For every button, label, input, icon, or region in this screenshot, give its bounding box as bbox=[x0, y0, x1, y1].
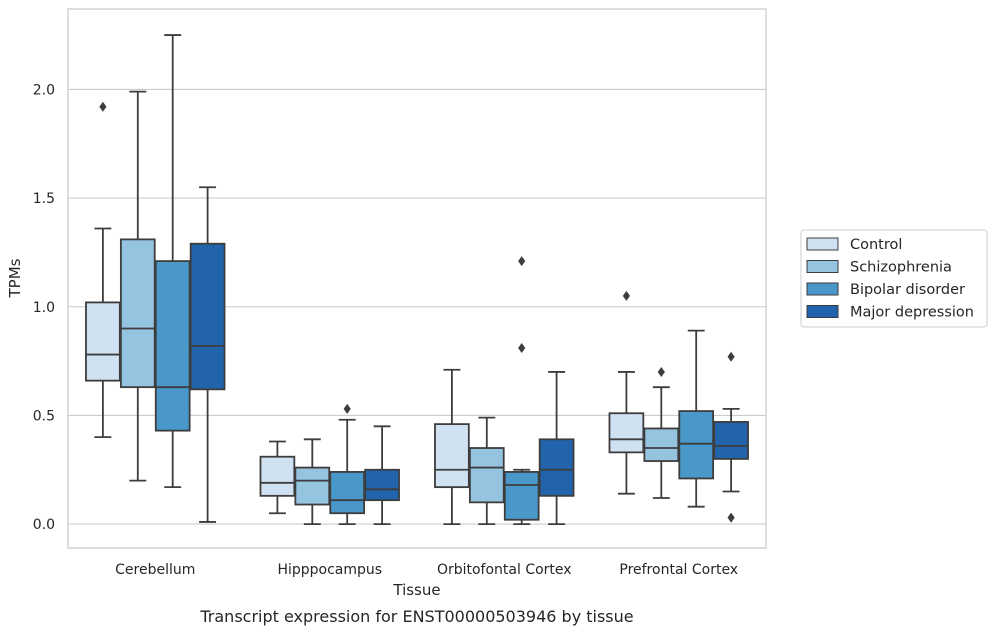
box-group bbox=[294, 438, 331, 525]
box-group bbox=[468, 416, 505, 525]
legend: Control Schizophrenia Bipolar disorder Majo… bbox=[800, 229, 988, 328]
box-group bbox=[154, 34, 191, 489]
x-tick-label: Orbitofontal Cortex bbox=[437, 562, 572, 578]
box bbox=[259, 455, 296, 497]
outlier-point bbox=[518, 256, 526, 267]
box bbox=[503, 471, 540, 521]
box-group bbox=[678, 329, 715, 508]
chart-caption: Transcript expression for ENST0000050394… bbox=[199, 607, 633, 626]
box-group bbox=[329, 403, 366, 525]
outlier-point bbox=[622, 290, 630, 301]
y-tick-label: 1.0 bbox=[33, 300, 55, 316]
y-axis-ticks: 0.0 0.5 1.0 1.5 2.0 bbox=[33, 82, 55, 533]
box bbox=[364, 468, 400, 502]
legend-swatch bbox=[806, 282, 839, 296]
box bbox=[434, 423, 470, 489]
y-tick-label: 1.5 bbox=[33, 191, 55, 207]
outlier-point bbox=[727, 351, 735, 362]
legend-label: Schizophrenia bbox=[850, 260, 952, 276]
y-tick-label: 0.0 bbox=[33, 517, 55, 533]
box bbox=[643, 427, 680, 462]
box-group bbox=[434, 368, 470, 525]
legend-label: Major depression bbox=[850, 305, 974, 321]
box-group bbox=[643, 366, 680, 499]
box-group bbox=[189, 186, 226, 523]
y-tick-label: 0.5 bbox=[33, 408, 55, 424]
legend-swatch bbox=[806, 260, 839, 273]
box bbox=[154, 260, 191, 432]
x-axis-label: Tissue bbox=[392, 581, 440, 599]
outlier-point bbox=[518, 343, 526, 354]
box bbox=[85, 301, 121, 382]
box bbox=[119, 238, 156, 389]
box bbox=[468, 447, 505, 504]
plot-area-frame bbox=[67, 8, 767, 549]
box-group bbox=[538, 371, 575, 525]
box bbox=[294, 466, 331, 506]
x-tick-label: Prefrontal Cortex bbox=[619, 562, 738, 578]
box bbox=[189, 242, 226, 391]
outlier-point bbox=[727, 512, 735, 523]
box-layer bbox=[85, 34, 749, 525]
legend-label: Control bbox=[850, 237, 902, 253]
outlier-point bbox=[657, 366, 665, 377]
x-axis-ticks: Cerebellum Hipppocampus Orbitofontal Corte… bbox=[115, 562, 738, 578]
box bbox=[678, 410, 715, 480]
box bbox=[713, 421, 749, 460]
x-tick-label: Cerebellum bbox=[115, 562, 195, 578]
box-group bbox=[85, 101, 121, 439]
legend-swatch bbox=[806, 305, 839, 318]
box-group bbox=[119, 90, 156, 482]
outlier-point bbox=[99, 101, 107, 112]
outlier-point bbox=[343, 403, 351, 414]
x-tick-label: Hipppocampus bbox=[277, 562, 382, 578]
y-tick-label: 2.0 bbox=[33, 82, 55, 98]
box-group bbox=[608, 290, 645, 495]
y-axis-label: TPMs bbox=[6, 258, 24, 298]
box bbox=[329, 471, 366, 515]
legend-label: Bipolar disorder bbox=[850, 282, 965, 298]
box bbox=[608, 412, 645, 454]
box-group bbox=[713, 351, 749, 523]
legend-swatch bbox=[806, 237, 839, 251]
box-group bbox=[503, 256, 540, 525]
box-group bbox=[364, 425, 400, 525]
legend-frame bbox=[800, 229, 988, 328]
box-group bbox=[259, 440, 296, 515]
box bbox=[538, 438, 575, 497]
